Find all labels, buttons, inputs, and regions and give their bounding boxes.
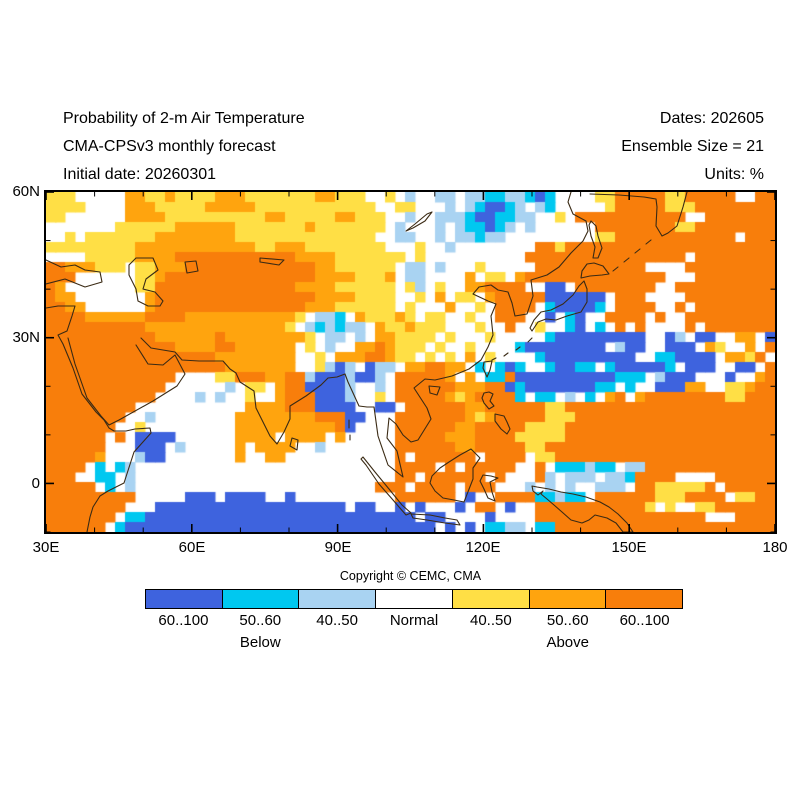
legend-swatch [221, 590, 299, 608]
legend-spacer [145, 634, 222, 651]
coast-arabia [67, 337, 186, 426]
legend-above-label: Above [546, 634, 589, 651]
legend-spacer [376, 634, 453, 651]
legend-spacer [606, 634, 683, 651]
island-borneo [429, 448, 481, 503]
legend-range-label: 50..60 [239, 612, 282, 629]
island-kuril-chain [612, 239, 652, 272]
ensemble-size: Ensemble Size = 21 [621, 138, 764, 155]
legend-range-label: 40..50 [470, 612, 512, 629]
coast-okhotsk-kamchatka [589, 192, 688, 237]
meta-block: Dates: 202605 Ensemble Size = 21 Units: … [621, 105, 764, 189]
legend-below-label: Below [239, 634, 281, 651]
legend-colorbar [145, 589, 683, 609]
y-tick-0: 0 [31, 475, 40, 492]
x-tick-90e: 90E [324, 539, 352, 556]
legend-range-label: Normal [389, 612, 439, 629]
island-honshu [529, 280, 588, 332]
island-java [410, 513, 461, 526]
x-tick-60e: 60E [178, 539, 206, 556]
island-hokkaido [580, 262, 610, 279]
probability-grid [46, 192, 775, 532]
model-subtitle: CMA-CPSv3 monthly forecast [63, 138, 276, 155]
island-luzon [481, 391, 495, 410]
island-sulawesi [479, 474, 499, 502]
lake-caspian [128, 257, 164, 307]
y-tick-60n: 60N [12, 183, 40, 200]
island-mindanao [494, 413, 511, 435]
map-panel [44, 190, 777, 534]
island-newguinea [531, 485, 634, 532]
island-taiwan [482, 360, 493, 378]
units: Units: % [704, 166, 764, 183]
island-sumatra [360, 456, 412, 516]
legend-spacer [452, 634, 529, 651]
legend-range-label: 40..50 [316, 612, 358, 629]
legend-range-labels: 60..100 50..60 40..50 Normal 40..50 50..60 60.… [145, 612, 683, 629]
legend-swatch [528, 590, 606, 608]
legend-swatch [298, 590, 376, 608]
lake-baikal [405, 211, 433, 232]
valid-dates: Dates: 202605 [659, 110, 764, 127]
lake-balkhash [259, 257, 285, 266]
x-tick-180: 180 [762, 539, 788, 556]
axis-ticks [46, 192, 775, 532]
x-tick-120e: 120E [465, 539, 501, 556]
initial-date: Initial date: 20260301 [63, 166, 217, 183]
legend-range-label: 60..100 [158, 612, 209, 629]
island-andaman [348, 419, 351, 441]
y-tick-30n: 30N [12, 329, 40, 346]
legend-swatch [451, 590, 529, 608]
lake-aral [184, 260, 199, 274]
island-sri-lanka [289, 437, 299, 451]
copyright-line: Copyright © CEMC, CMA [339, 569, 482, 583]
island-ryukyu-chain [491, 337, 533, 361]
coast-blacksea [46, 259, 103, 288]
island-sakhalin [588, 220, 603, 259]
x-tick-30e: 30E [32, 539, 60, 556]
figure-title: Probability of 2-m Air Temperature [63, 110, 305, 127]
legend-swatch [375, 590, 452, 608]
legend-range-label: 50..60 [546, 612, 589, 629]
legend-group-labels: Below Above [145, 634, 683, 651]
legend-range-label: 60..100 [619, 612, 670, 629]
island-hainan [428, 385, 441, 396]
coast-asia-main [140, 192, 589, 478]
map-overlay [46, 192, 775, 532]
legend-swatch [146, 590, 222, 608]
x-tick-150e: 150E [611, 539, 647, 556]
coast-africa-redsea [46, 305, 152, 532]
legend-swatch [605, 590, 683, 608]
title-block: Probability of 2-m Air Temperature CMA-C… [63, 105, 305, 189]
coastlines [46, 192, 688, 532]
legend-spacer [299, 634, 376, 651]
